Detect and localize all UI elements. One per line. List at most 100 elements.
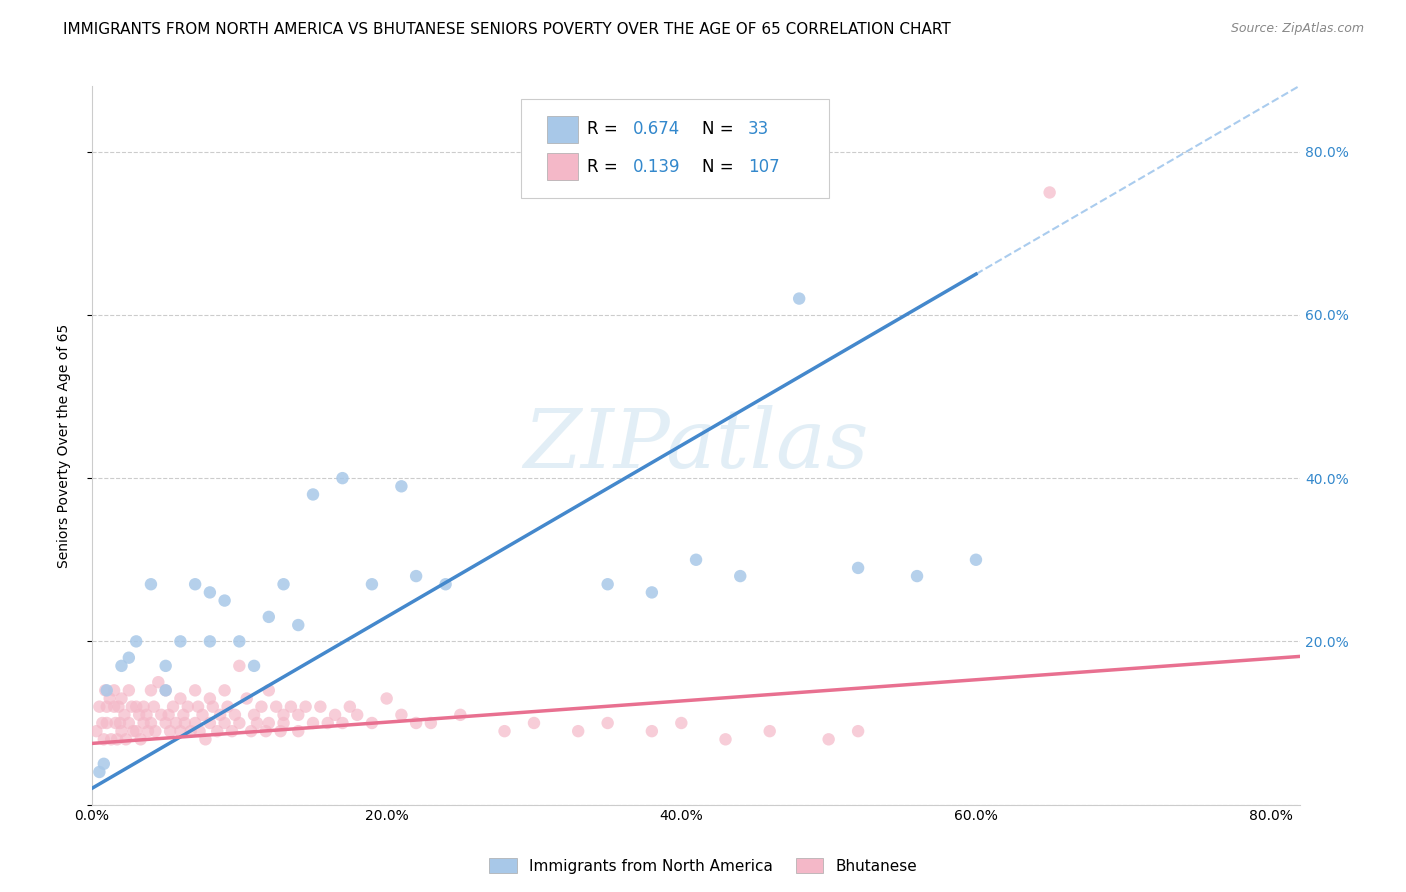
- Point: [214, 593, 236, 607]
- Point: [96, 683, 118, 698]
- Point: [846, 561, 869, 575]
- Point: [198, 634, 221, 648]
- Point: [125, 699, 148, 714]
- Point: [122, 724, 145, 739]
- Point: [159, 724, 181, 739]
- Point: [567, 724, 589, 739]
- Point: [240, 724, 263, 739]
- Point: [1039, 186, 1062, 200]
- Point: [86, 724, 108, 739]
- Y-axis label: Seniors Poverty Over the Age of 65: Seniors Poverty Over the Age of 65: [58, 324, 72, 567]
- Text: ZIPatlas: ZIPatlas: [523, 406, 869, 485]
- Point: [165, 716, 187, 731]
- Point: [270, 724, 292, 739]
- Point: [405, 569, 427, 583]
- Point: [107, 699, 129, 714]
- Point: [150, 707, 173, 722]
- Point: [209, 707, 232, 722]
- Point: [214, 716, 236, 731]
- Point: [188, 724, 211, 739]
- Point: [273, 716, 295, 731]
- Point: [221, 724, 243, 739]
- Point: [309, 699, 332, 714]
- Point: [389, 479, 412, 493]
- Point: [184, 683, 207, 698]
- Point: [287, 707, 309, 722]
- Point: [169, 724, 191, 739]
- Text: N =: N =: [702, 120, 740, 138]
- Point: [201, 699, 224, 714]
- Point: [169, 691, 191, 706]
- FancyBboxPatch shape: [520, 99, 830, 198]
- Point: [257, 716, 280, 731]
- Point: [198, 585, 221, 599]
- Point: [169, 634, 191, 648]
- Point: [228, 634, 250, 648]
- Point: [125, 724, 148, 739]
- Point: [155, 716, 177, 731]
- Point: [172, 707, 194, 722]
- Point: [198, 716, 221, 731]
- Point: [224, 707, 246, 722]
- Point: [135, 707, 157, 722]
- Point: [110, 658, 132, 673]
- Point: [91, 716, 114, 731]
- Point: [243, 707, 266, 722]
- Point: [110, 724, 132, 739]
- Point: [965, 553, 987, 567]
- Point: [155, 658, 177, 673]
- Point: [494, 724, 516, 739]
- Text: R =: R =: [588, 120, 623, 138]
- Point: [184, 716, 207, 731]
- Point: [94, 683, 117, 698]
- Point: [191, 707, 214, 722]
- Point: [173, 716, 195, 731]
- Point: [389, 707, 412, 722]
- Point: [449, 707, 471, 722]
- Point: [132, 699, 155, 714]
- Point: [671, 716, 693, 731]
- FancyBboxPatch shape: [547, 153, 578, 180]
- Point: [302, 487, 325, 501]
- Point: [118, 650, 141, 665]
- Point: [187, 699, 209, 714]
- Point: [180, 724, 202, 739]
- Point: [434, 577, 457, 591]
- Point: [89, 764, 111, 779]
- Point: [596, 577, 619, 591]
- Text: R =: R =: [588, 158, 623, 176]
- Point: [112, 707, 135, 722]
- Text: IMMIGRANTS FROM NORTH AMERICA VS BHUTANESE SENIORS POVERTY OVER THE AGE OF 65 CO: IMMIGRANTS FROM NORTH AMERICA VS BHUTANE…: [63, 22, 950, 37]
- Point: [280, 699, 302, 714]
- Point: [108, 716, 131, 731]
- Point: [93, 732, 115, 747]
- Point: [787, 292, 810, 306]
- Point: [250, 699, 273, 714]
- Point: [273, 707, 295, 722]
- Point: [207, 724, 229, 739]
- Point: [128, 707, 150, 722]
- Point: [294, 699, 316, 714]
- Point: [136, 724, 159, 739]
- Point: [273, 577, 295, 591]
- Point: [264, 699, 287, 714]
- Point: [184, 577, 207, 591]
- Point: [758, 724, 780, 739]
- Point: [228, 658, 250, 673]
- Point: [375, 691, 398, 706]
- Point: [98, 691, 121, 706]
- Point: [105, 732, 128, 747]
- Point: [685, 553, 707, 567]
- Point: [162, 699, 184, 714]
- Point: [346, 707, 368, 722]
- Point: [257, 683, 280, 698]
- Point: [846, 724, 869, 739]
- Point: [323, 707, 346, 722]
- Point: [243, 658, 266, 673]
- Point: [139, 577, 162, 591]
- Point: [302, 716, 325, 731]
- Point: [89, 699, 111, 714]
- Text: 0.674: 0.674: [633, 120, 681, 138]
- Text: 33: 33: [748, 120, 769, 138]
- Point: [139, 716, 162, 731]
